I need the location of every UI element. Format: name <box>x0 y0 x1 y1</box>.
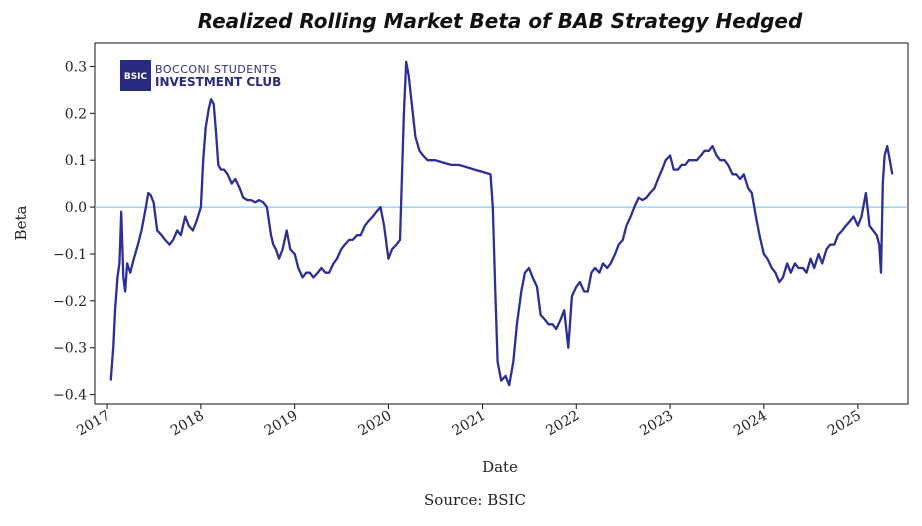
beta-series-line <box>109 60 894 387</box>
x-tick-label: 2020 <box>356 408 395 440</box>
y-tick-label: −0.1 <box>53 247 87 263</box>
y-tick-label: 0.0 <box>65 200 87 216</box>
x-tick-label: 2023 <box>637 408 676 440</box>
x-tick-label: 2019 <box>262 408 301 440</box>
logo-line-2: INVESTMENT CLUB <box>155 75 281 89</box>
logo-line-1: BOCCONI STUDENTS <box>155 63 277 76</box>
y-axis-label: Beta <box>12 206 30 241</box>
x-axis: 2017 2018 2019 2020 2021 2022 2023 2024 2025 <box>74 404 864 439</box>
x-tick-label: 2024 <box>731 408 770 440</box>
y-tick-label: 0.1 <box>65 153 87 169</box>
y-tick-label: 0.3 <box>65 59 87 75</box>
x-axis-label: Date <box>482 458 518 476</box>
plot-area <box>94 42 909 405</box>
y-tick-label: 0.2 <box>65 106 87 122</box>
x-tick-label: 2018 <box>168 408 207 440</box>
y-axis: −0.4 −0.3 −0.2 −0.1 0.0 0.1 0.2 0.3 <box>53 59 95 404</box>
source-note: Source: BSIC <box>424 491 526 509</box>
x-tick-label: 2021 <box>450 408 489 440</box>
x-tick-label: 2022 <box>543 408 582 440</box>
x-tick-label: 2025 <box>825 408 864 440</box>
bsic-logo-icon <box>120 60 151 91</box>
chart-title: Realized Rolling Market Beta of BAB Stra… <box>198 9 803 33</box>
plot-frame <box>94 42 909 405</box>
logo-mark-text: BSIC <box>124 72 148 82</box>
y-tick-label: −0.4 <box>53 388 87 404</box>
y-tick-label: −0.3 <box>53 341 87 357</box>
y-tick-label: −0.2 <box>53 294 87 310</box>
x-tick-label: 2017 <box>74 408 113 440</box>
bsic-logo: BSIC BOCCONI STUDENTS INVESTMENT CLUB <box>120 60 281 91</box>
